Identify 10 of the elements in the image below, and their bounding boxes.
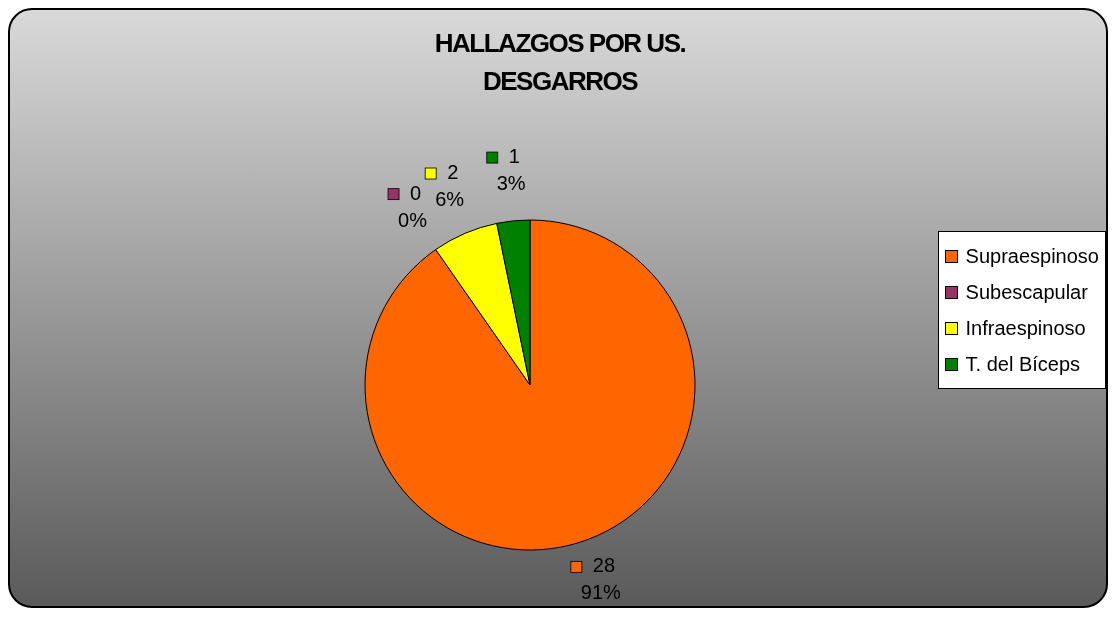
data-label: 2 6%	[435, 161, 465, 211]
legend-label: Subescapular	[965, 280, 1088, 304]
pie-slice	[435, 222, 531, 386]
chart-title: HALLAZGOS POR US. DESGARROS	[433, 27, 687, 98]
legend-label: Supraespinoso	[965, 244, 1099, 268]
text: 0 0%	[398, 181, 427, 231]
legend-label: Infraespinoso	[965, 316, 1086, 340]
data-label: 1 3%	[496, 145, 526, 195]
data-label: 28 91%	[580, 554, 622, 604]
legend-label: T. del Bíceps	[965, 352, 1081, 376]
